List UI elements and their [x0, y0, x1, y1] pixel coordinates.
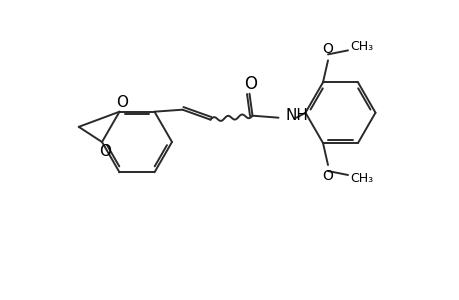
- Text: O: O: [243, 75, 257, 93]
- Text: CH₃: CH₃: [350, 172, 373, 185]
- Text: O: O: [322, 42, 333, 56]
- Text: O: O: [99, 143, 111, 158]
- Text: O: O: [116, 95, 128, 110]
- Text: CH₃: CH₃: [350, 40, 373, 53]
- Text: NH: NH: [285, 108, 308, 123]
- Text: O: O: [322, 169, 333, 183]
